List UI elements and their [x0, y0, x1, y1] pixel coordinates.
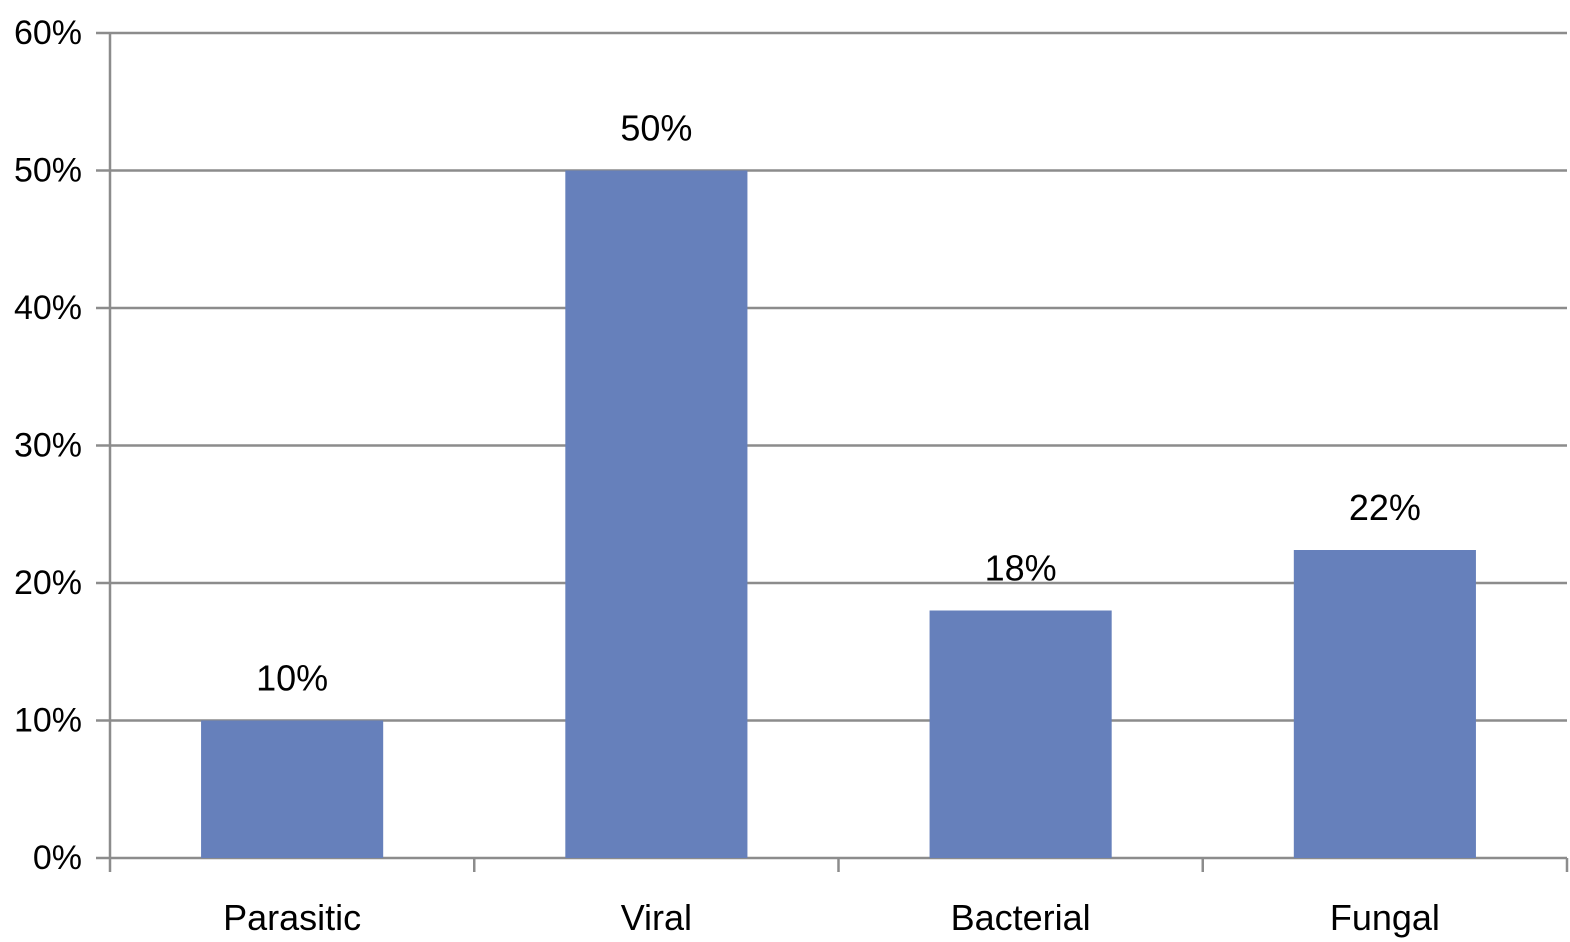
category-label-bacterial: Bacterial	[951, 897, 1091, 938]
y-tick-label: 60%	[14, 14, 82, 52]
data-label-bacterial: 18%	[985, 548, 1057, 589]
data-label-parasitic: 10%	[256, 658, 328, 699]
labels: 0% 10% 20% 30% 40% 50% 60% 10% Parasitic 50% Viral…	[14, 14, 1440, 938]
bar-parasitic	[201, 720, 384, 858]
y-tick-label: 0%	[33, 839, 82, 877]
y-tick-label: 20%	[14, 564, 82, 602]
y-tick-label: 50%	[14, 152, 82, 190]
y-tick-label: 30%	[14, 427, 82, 465]
category-label-fungal: Fungal	[1330, 897, 1440, 938]
data-label-viral: 50%	[620, 108, 692, 149]
bar-bacterial	[929, 610, 1112, 858]
category-label-viral: Viral	[621, 897, 692, 938]
bar-viral	[565, 170, 748, 858]
y-tick-label: 40%	[14, 289, 82, 327]
data-label-fungal: 22%	[1349, 487, 1421, 528]
bars	[201, 170, 1476, 858]
y-tick-label: 10%	[14, 702, 82, 740]
category-label-parasitic: Parasitic	[223, 897, 361, 938]
bar-fungal	[1293, 550, 1476, 858]
